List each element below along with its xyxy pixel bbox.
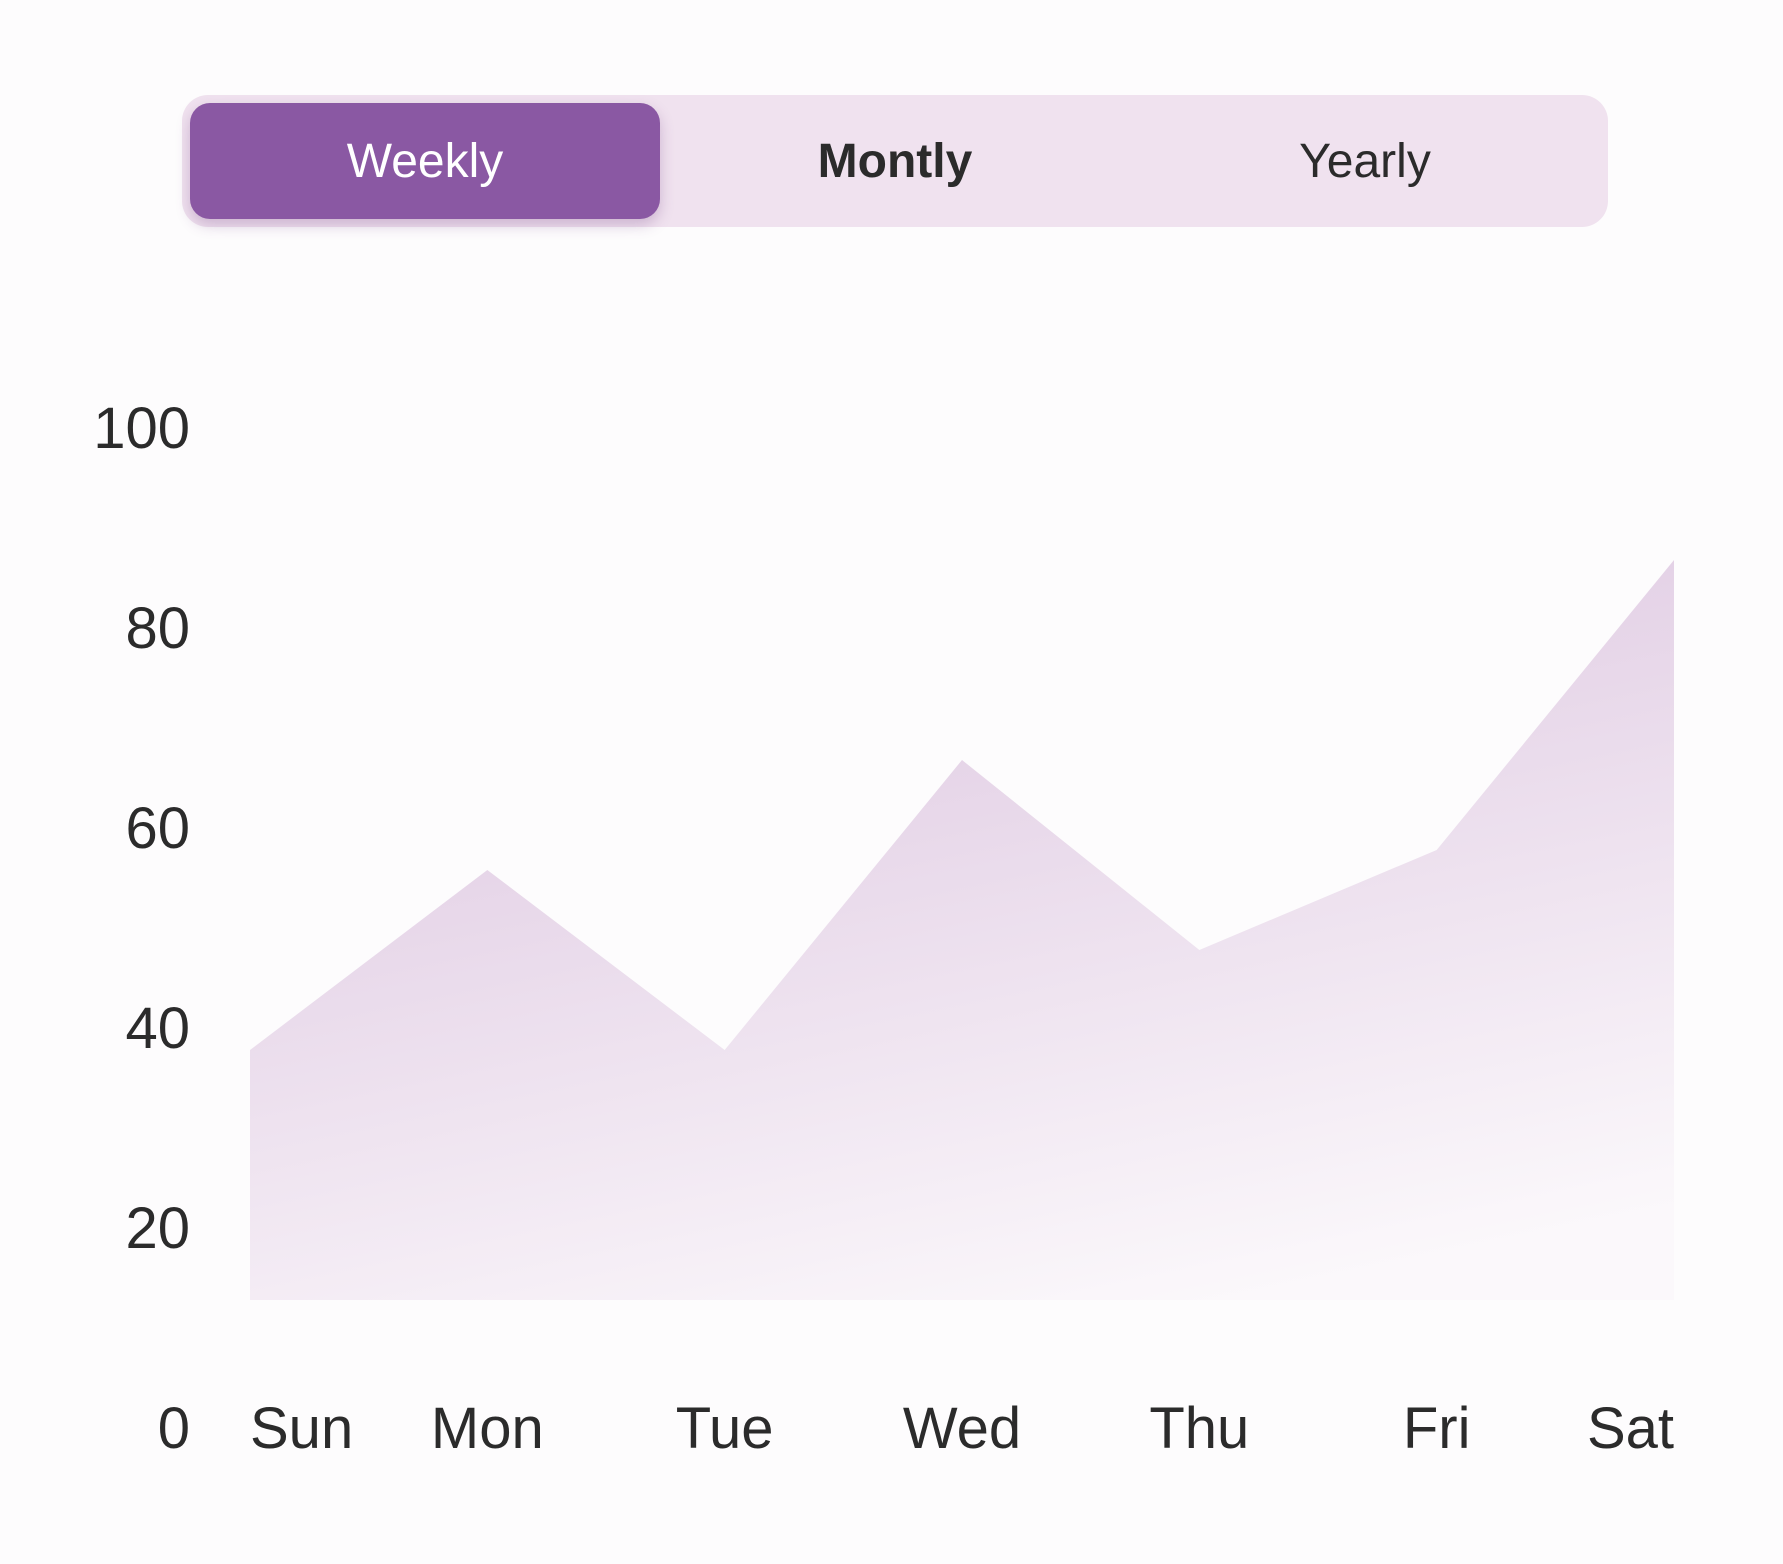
y-tick-label: 40: [125, 996, 190, 1061]
tab-weekly[interactable]: Weekly: [190, 103, 660, 219]
y-tick-label: 100: [93, 396, 190, 461]
x-tick-label: Wed: [903, 1396, 1021, 1461]
x-tick-label: Tue: [676, 1396, 774, 1461]
x-tick-label: Fri: [1403, 1396, 1471, 1461]
x-tick-label: Sun: [250, 1396, 353, 1461]
tab-yearly[interactable]: Yearly: [1299, 134, 1431, 188]
x-tick-label: Sat: [1587, 1396, 1674, 1461]
tab-monthly[interactable]: Montly: [817, 134, 973, 188]
period-selector: Weekly Montly Yearly: [182, 95, 1608, 227]
y-tick-label: 20: [125, 1196, 190, 1261]
x-tick-label: Thu: [1149, 1396, 1249, 1461]
x-tick-label: Mon: [431, 1396, 544, 1461]
y-tick-label: 60: [125, 796, 190, 861]
y-tick-label: 80: [125, 596, 190, 661]
y-tick-label: 0: [158, 1396, 190, 1461]
area-series: [250, 560, 1674, 1300]
